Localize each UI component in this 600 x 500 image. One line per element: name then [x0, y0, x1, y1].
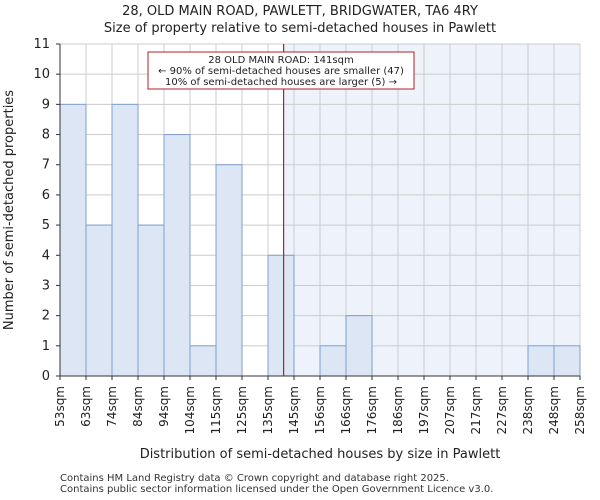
x-tick-label: 186sqm [391, 386, 405, 434]
x-tick-label: 53sqm [53, 386, 67, 427]
y-tick-label: 3 [42, 278, 50, 293]
x-tick-label: 238sqm [521, 386, 535, 434]
x-tick-label: 63sqm [79, 386, 93, 427]
bar-248sqm [553, 345, 581, 377]
x-tick-label: 84sqm [131, 386, 145, 427]
chart-title: 28, OLD MAIN ROAD, PAWLETT, BRIDGWATER, … [122, 4, 478, 19]
bar-53sqm [59, 103, 87, 377]
x-tick-label: 135sqm [261, 386, 275, 434]
y-tick-label: 2 [42, 309, 50, 324]
x-tick-label: 156sqm [313, 386, 327, 434]
x-tick-label: 115sqm [209, 386, 223, 434]
y-axis-title: Number of semi-detached properties [2, 90, 17, 330]
x-tick-label: 74sqm [105, 386, 119, 427]
bar-74sqm [111, 103, 139, 377]
x-tick-label: 125sqm [235, 386, 249, 434]
y-tick-label: 11 [33, 37, 50, 52]
x-tick-label: 258sqm [573, 386, 587, 434]
chart-subtitle: Size of property relative to semi-detach… [103, 21, 497, 36]
x-axis-title: Distribution of semi-detached houses by … [140, 447, 501, 462]
bar-94sqm [163, 134, 191, 377]
footer-copyright: Contains HM Land Registry data © Crown c… [60, 473, 449, 484]
annotation-line: ← 90% of semi-detached houses are smalle… [158, 66, 404, 77]
y-tick-label: 5 [42, 218, 50, 233]
highlight-region [283, 44, 580, 376]
y-tick-label: 4 [42, 248, 50, 263]
y-tick-label: 7 [42, 158, 50, 173]
x-tick-label: 166sqm [339, 386, 353, 434]
x-tick-label: 197sqm [417, 386, 431, 434]
x-tick-label: 176sqm [365, 386, 379, 434]
x-tick-label: 227sqm [495, 386, 509, 434]
bar-156sqm [319, 345, 347, 377]
x-tick-label: 145sqm [287, 386, 301, 434]
x-tick-label: 217sqm [469, 386, 483, 434]
bar-166sqm [345, 315, 373, 377]
x-tick-label: 104sqm [183, 386, 197, 434]
bar-115sqm [215, 164, 243, 377]
bar-63sqm [85, 224, 113, 377]
y-tick-label: 6 [42, 188, 50, 203]
annotation-box [147, 51, 415, 90]
bar-104sqm [189, 345, 217, 377]
x-tick-label: 94sqm [157, 386, 171, 427]
annotation-line: 28 OLD MAIN ROAD: 141sqm [208, 55, 353, 66]
y-tick-label: 8 [42, 128, 50, 143]
y-tick-label: 10 [33, 67, 50, 82]
bar-238sqm [527, 345, 555, 377]
y-tick-label: 9 [42, 97, 50, 112]
y-tick-label: 1 [42, 339, 50, 354]
x-tick-label: 248sqm [547, 386, 561, 434]
x-tick-label: 207sqm [443, 386, 457, 434]
footer-licence: Contains public sector information licen… [60, 484, 494, 495]
bar-84sqm [137, 224, 165, 377]
annotation-line: 10% of semi-detached houses are larger (… [165, 77, 397, 88]
bar-135sqm [267, 254, 295, 377]
y-tick-label: 0 [42, 369, 50, 384]
